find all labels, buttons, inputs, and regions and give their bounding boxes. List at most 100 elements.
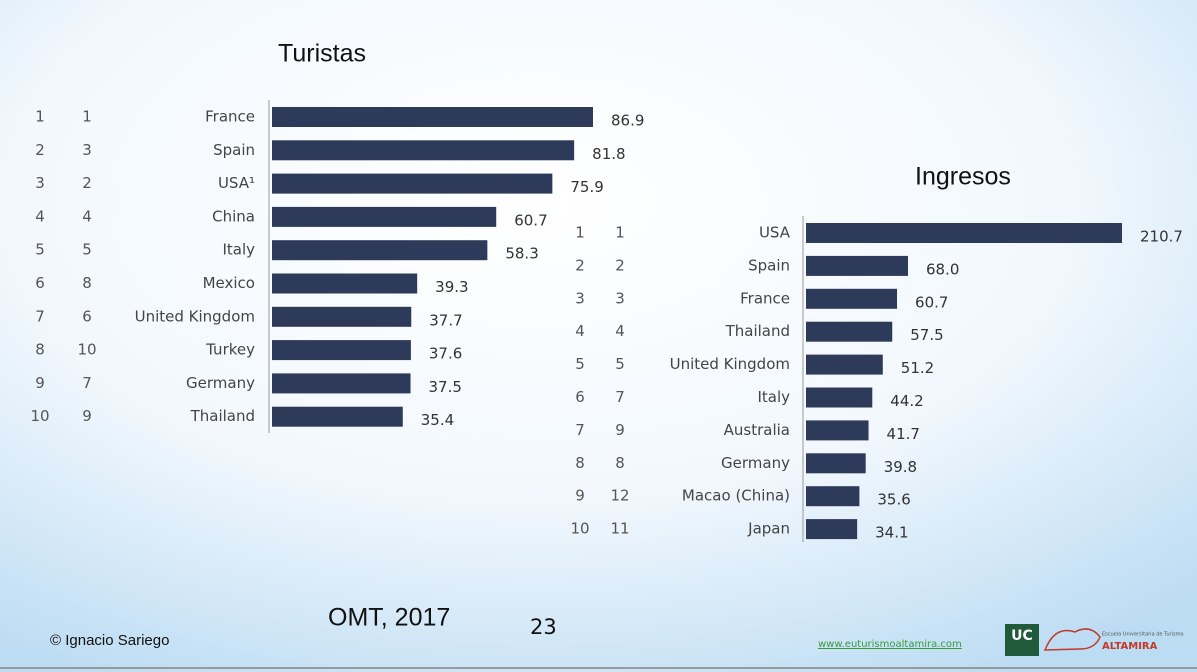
value-label: 51.2 — [901, 359, 934, 377]
rank-previous: 9 — [615, 421, 625, 439]
rank-previous: 5 — [82, 241, 92, 259]
rank-current: 4 — [35, 207, 45, 225]
bar — [272, 373, 411, 394]
rank-current: 7 — [575, 421, 585, 439]
value-label: 60.7 — [915, 293, 948, 311]
category-label: Thailand — [190, 407, 255, 425]
category-label: USA — [759, 224, 791, 242]
category-label: France — [740, 289, 790, 307]
rank-previous: 9 — [82, 407, 92, 425]
altamira-logo — [1043, 628, 1101, 651]
bar — [806, 354, 883, 375]
uc-logo — [1005, 624, 1039, 656]
category-label: United Kingdom — [135, 307, 255, 325]
value-label: 37.6 — [429, 345, 462, 363]
value-label: 210.7 — [1140, 228, 1183, 246]
rank-previous: 2 — [82, 174, 92, 192]
value-label: 75.9 — [570, 178, 603, 196]
value-label: 35.4 — [421, 411, 454, 429]
category-label: Spain — [748, 256, 790, 274]
category-label: Spain — [213, 141, 255, 159]
bar — [272, 107, 593, 127]
bar — [806, 486, 860, 507]
rank-previous: 7 — [615, 388, 625, 406]
category-label: Italy — [757, 388, 790, 406]
bar — [806, 288, 898, 309]
rank-current: 3 — [575, 289, 585, 307]
rank-current: 2 — [35, 141, 45, 159]
category-label: Japan — [747, 520, 790, 538]
chart-title: Turistas — [278, 40, 366, 68]
rank-previous: 2 — [615, 256, 625, 274]
category-label: France — [205, 108, 255, 126]
bar — [272, 140, 575, 161]
rank-current: 8 — [35, 341, 45, 359]
value-label: 44.2 — [890, 392, 923, 410]
bar — [806, 255, 908, 276]
page-number: 23 — [530, 615, 557, 639]
category-label: United Kingdom — [670, 355, 790, 373]
rank-current: 7 — [35, 307, 45, 325]
uc-logo-text: UC — [1011, 628, 1033, 644]
rank-previous: 7 — [82, 374, 92, 392]
bar — [272, 273, 418, 294]
rank-previous: 12 — [610, 487, 629, 505]
rank-previous: 5 — [615, 355, 625, 373]
bar — [272, 240, 488, 261]
bar — [806, 321, 893, 342]
rank-previous: 8 — [82, 274, 92, 292]
bar — [806, 453, 866, 474]
rank-previous: 4 — [82, 207, 92, 225]
rank-previous: 10 — [77, 341, 96, 359]
rank-current: 9 — [575, 487, 585, 505]
rank-current: 1 — [575, 224, 585, 242]
rank-current: 8 — [575, 454, 585, 472]
rank-previous: 3 — [615, 289, 625, 307]
category-label: Macao (China) — [682, 487, 790, 505]
rank-previous: 4 — [615, 322, 625, 340]
rank-previous: 6 — [82, 307, 92, 325]
category-label: USA¹ — [218, 174, 255, 192]
url[interactable]: www.euturismoaltamira.com — [818, 639, 962, 650]
category-label: Germany — [721, 454, 790, 472]
rank-current: 4 — [575, 322, 585, 340]
category-label: Australia — [724, 421, 790, 439]
chart-title: Ingresos — [915, 163, 1011, 191]
category-label: Turkey — [205, 341, 255, 359]
bar — [272, 173, 553, 194]
rank-previous: 8 — [615, 454, 625, 472]
category-label: Germany — [186, 374, 255, 392]
rank-current: 2 — [575, 256, 585, 274]
school-name: Escuela Universitaria de Turismo — [1102, 632, 1184, 638]
source: OMT, 2017 — [328, 604, 450, 632]
rank-current: 3 — [35, 174, 45, 192]
rank-current: 9 — [35, 374, 45, 392]
rank-previous: 1 — [615, 224, 625, 242]
value-label: 41.7 — [887, 425, 920, 443]
rank-previous: 11 — [610, 520, 629, 538]
category-label: China — [212, 207, 255, 225]
bar — [806, 519, 858, 540]
value-label: 68.0 — [926, 260, 959, 278]
bar — [806, 223, 1122, 243]
rank-current: 5 — [575, 355, 585, 373]
value-label: 39.8 — [884, 458, 917, 476]
rank-current: 10 — [570, 520, 589, 538]
bar — [272, 206, 497, 227]
rank-previous: 1 — [82, 108, 92, 126]
category-label: Mexico — [203, 274, 255, 292]
rank-current: 10 — [30, 407, 49, 425]
value-label: 57.5 — [910, 326, 943, 344]
bar — [272, 340, 411, 361]
rank-current: 6 — [575, 388, 585, 406]
value-label: 81.8 — [592, 145, 625, 163]
value-label: 37.5 — [429, 378, 462, 396]
category-label: Thailand — [725, 322, 790, 340]
rank-current: 1 — [35, 108, 45, 126]
value-label: 35.6 — [877, 491, 910, 509]
rank-previous: 3 — [82, 141, 92, 159]
value-label: 39.3 — [435, 278, 468, 296]
category-label: Italy — [222, 241, 255, 259]
value-label: 60.7 — [514, 211, 547, 229]
